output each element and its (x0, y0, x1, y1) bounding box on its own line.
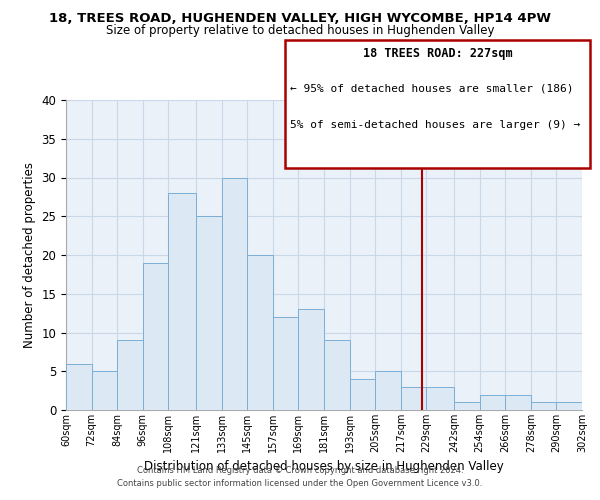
Text: ← 95% of detached houses are smaller (186): ← 95% of detached houses are smaller (18… (290, 84, 574, 94)
Bar (66, 364, 92, 410)
Bar (375, 371, 401, 410)
Bar (531, 402, 556, 410)
Bar (401, 387, 427, 410)
Bar (454, 402, 479, 410)
Bar (221, 178, 247, 410)
X-axis label: Distribution of detached houses by size in Hughenden Valley: Distribution of detached houses by size … (144, 460, 504, 473)
Bar (169, 193, 196, 410)
Bar (92, 371, 117, 410)
Bar (350, 379, 375, 410)
Y-axis label: Number of detached properties: Number of detached properties (23, 162, 36, 348)
Bar (196, 216, 221, 410)
Text: Size of property relative to detached houses in Hughenden Valley: Size of property relative to detached ho… (106, 24, 494, 37)
Text: 5% of semi-detached houses are larger (9) →: 5% of semi-detached houses are larger (9… (290, 120, 580, 130)
Bar (117, 340, 143, 410)
Bar (247, 255, 273, 410)
Text: 18, TREES ROAD, HUGHENDEN VALLEY, HIGH WYCOMBE, HP14 4PW: 18, TREES ROAD, HUGHENDEN VALLEY, HIGH W… (49, 12, 551, 26)
Bar (273, 317, 298, 410)
Bar (505, 394, 531, 410)
Bar (427, 387, 454, 410)
Bar (143, 263, 169, 410)
Bar (479, 394, 505, 410)
Text: 18 TREES ROAD: 227sqm: 18 TREES ROAD: 227sqm (362, 48, 512, 60)
Bar (298, 309, 324, 410)
Bar (324, 340, 350, 410)
Text: Contains HM Land Registry data © Crown copyright and database right 2024.
Contai: Contains HM Land Registry data © Crown c… (118, 466, 482, 487)
Bar (556, 402, 582, 410)
